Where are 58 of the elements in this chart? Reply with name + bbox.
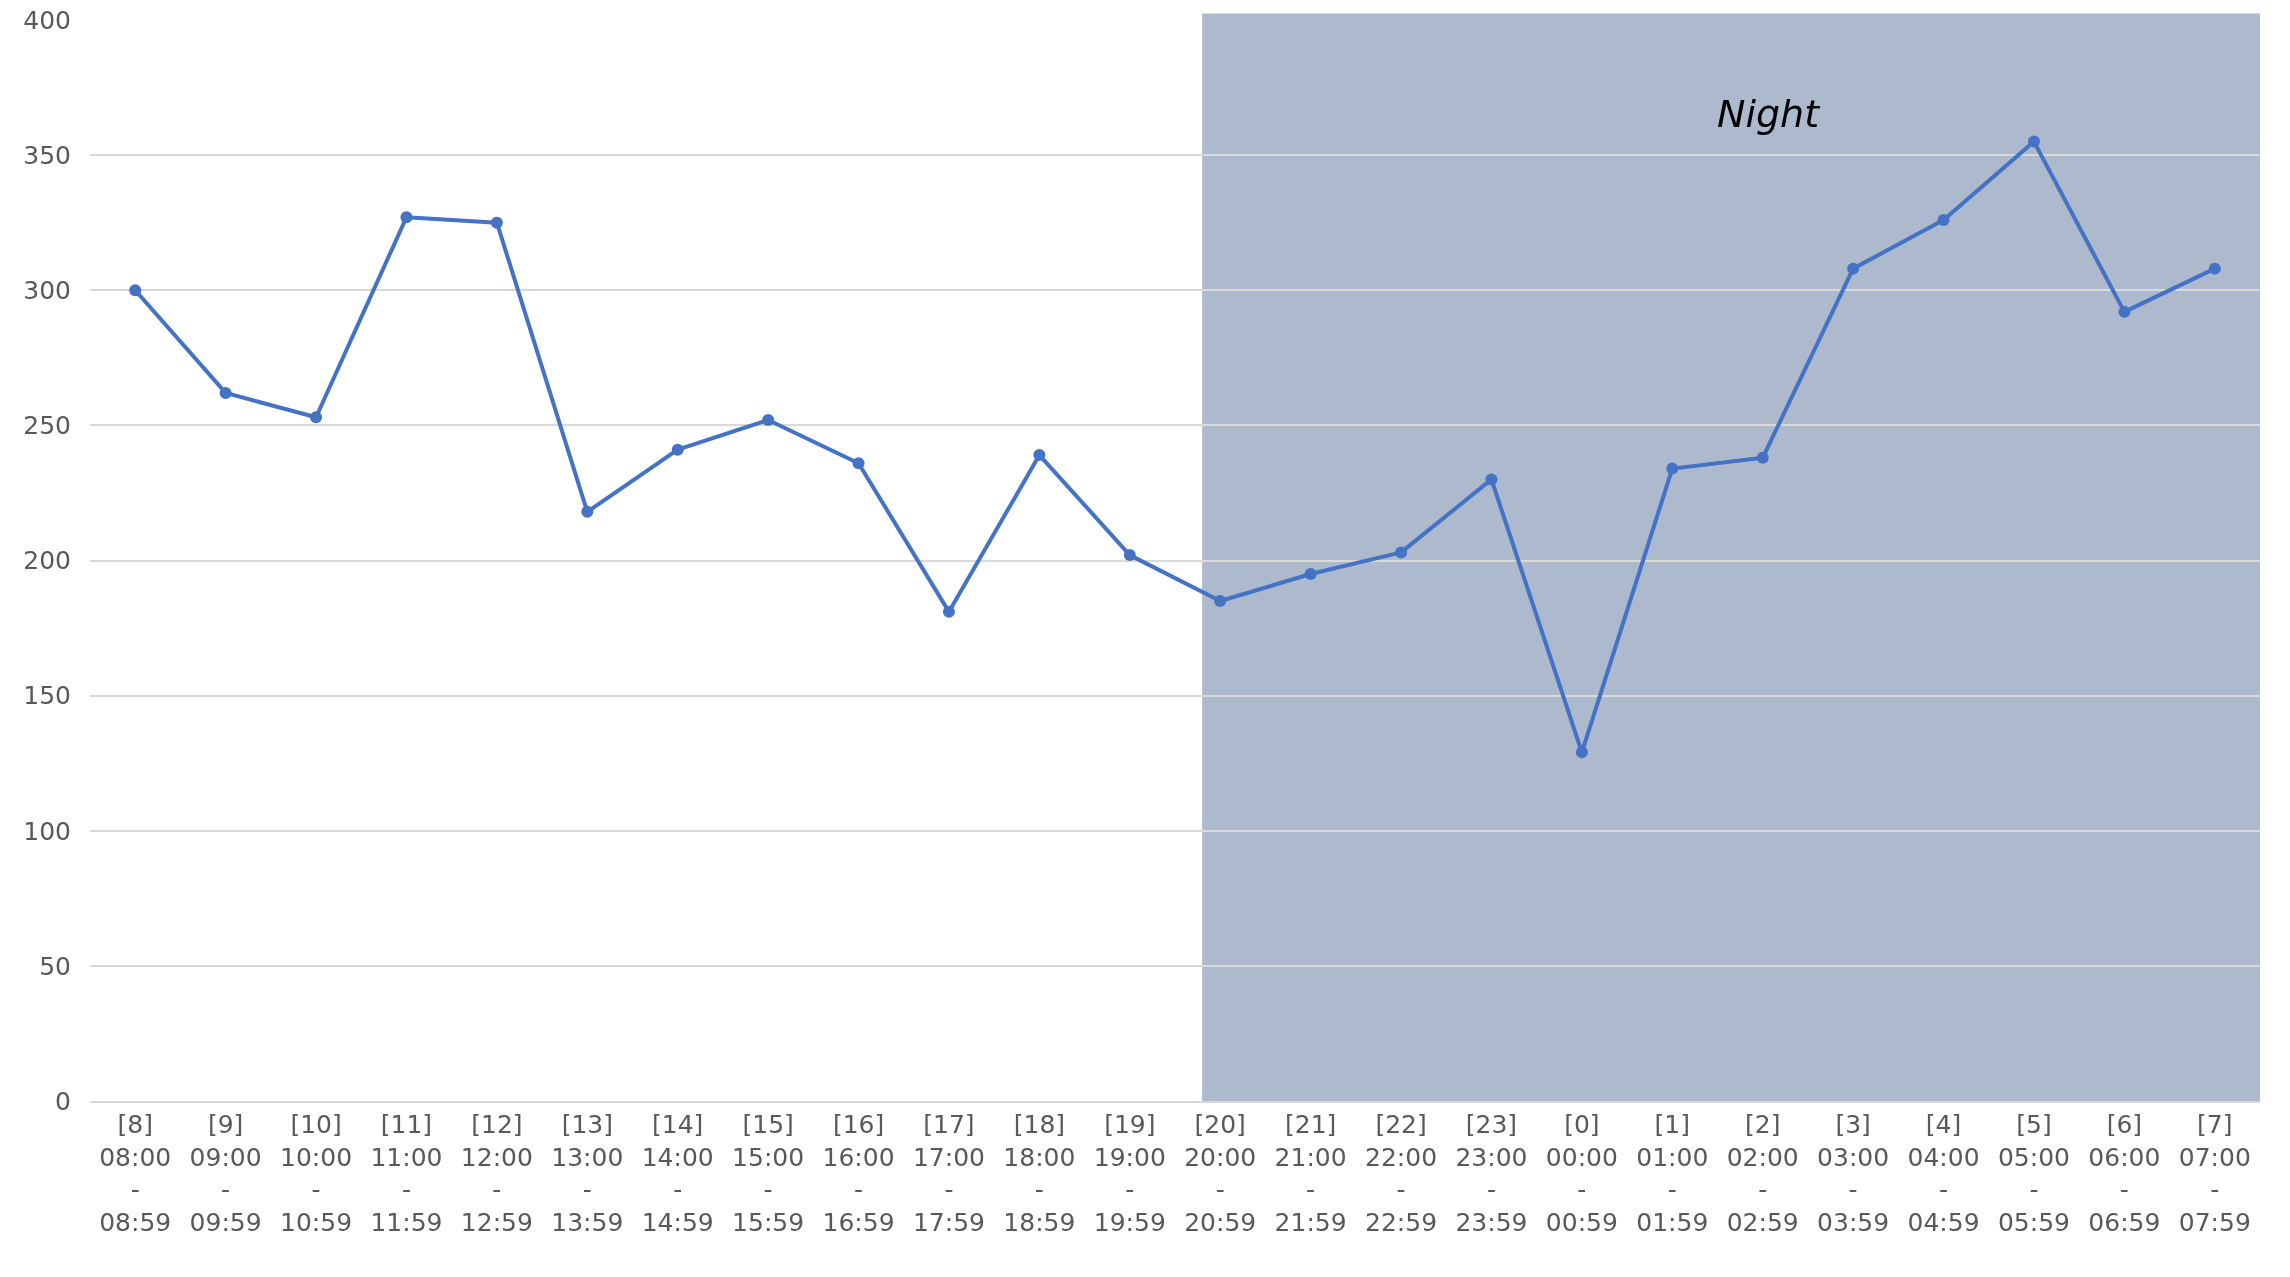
- band-label: Night: [1717, 92, 1822, 136]
- x-tick-label: [21] 21:00 - 21:59: [1274, 1110, 1347, 1237]
- y-tick-label: 150: [23, 681, 71, 711]
- y-tick-label: 200: [23, 546, 71, 576]
- point: [400, 211, 413, 224]
- x-tick-label: [5] 05:00 - 05:59: [1997, 1110, 2070, 1237]
- point: [1485, 473, 1498, 486]
- x-tick-label: [1] 01:00 - 01:59: [1636, 1110, 1709, 1237]
- y-tick-label: 250: [23, 411, 71, 441]
- x-tick-label: [22] 22:00 - 22:59: [1365, 1110, 1438, 1237]
- point: [129, 284, 142, 297]
- x-tick-label: [18] 18:00 - 18:59: [1003, 1110, 1076, 1237]
- x-tick-label: [9] 09:00 - 09:59: [189, 1110, 262, 1237]
- x-tick-label: [0] 00:00 - 00:59: [1545, 1110, 1618, 1237]
- x-tick-label: [7] 07:00 - 07:59: [2178, 1110, 2251, 1237]
- x-tick-label: [11] 11:00 - 11:59: [370, 1110, 443, 1237]
- point: [1937, 213, 1950, 226]
- x-tick-label: [2] 02:00 - 02:59: [1726, 1110, 1799, 1237]
- y-tick-label: 300: [23, 276, 71, 305]
- y-tick-label: 400: [23, 5, 71, 35]
- point: [942, 605, 955, 618]
- x-tick-label: [3] 03:00 - 03:59: [1817, 1110, 1890, 1237]
- x-tick-label: [10] 10:00 - 10:59: [280, 1110, 353, 1237]
- point: [671, 443, 684, 456]
- x-tick-label: [19] 19:00 - 19:59: [1093, 1110, 1166, 1237]
- point: [310, 411, 323, 424]
- x-tick-label: [13] 13:00 - 13:59: [551, 1110, 624, 1237]
- point: [490, 216, 503, 229]
- x-tick-label: [23] 23:00 - 23:59: [1455, 1110, 1528, 1237]
- x-tick-label: [17] 17:00 - 17:59: [912, 1110, 985, 1237]
- x-tick-label: [16] 16:00 - 16:59: [822, 1110, 895, 1237]
- y-tick-label: 100: [23, 816, 71, 846]
- point: [1304, 568, 1317, 580]
- y-tick-label: 0: [55, 1086, 71, 1116]
- x-tick-label: [4] 04:00 - 04:59: [1907, 1110, 1980, 1237]
- x-tick-label: [14] 14:00 - 14:59: [641, 1110, 714, 1237]
- point: [1395, 546, 1408, 559]
- point: [1666, 462, 1679, 475]
- point: [2027, 135, 2040, 148]
- point: [219, 386, 232, 399]
- point: [2208, 262, 2221, 275]
- point: [1214, 595, 1227, 608]
- point: [852, 457, 865, 470]
- point: [2118, 305, 2131, 318]
- x-tick-label: [12] 12:00 - 12:59: [460, 1110, 533, 1237]
- y-tick-label: 350: [23, 140, 71, 170]
- point: [1756, 451, 1769, 464]
- x-tick-label: [15] 15:00 - 15:59: [732, 1110, 805, 1237]
- y-tick-label: 50: [39, 951, 71, 981]
- point: [581, 505, 594, 518]
- point: [1847, 262, 1860, 275]
- point: [1575, 746, 1588, 759]
- x-tick-label: [20] 20:00 - 20:59: [1184, 1110, 1257, 1237]
- point: [1123, 549, 1136, 562]
- point: [1033, 449, 1046, 462]
- x-tick-label: [6] 06:00 - 06:59: [2088, 1110, 2161, 1237]
- point: [762, 413, 775, 426]
- x-tick-label: [8] 08:00 - 08:59: [99, 1110, 172, 1237]
